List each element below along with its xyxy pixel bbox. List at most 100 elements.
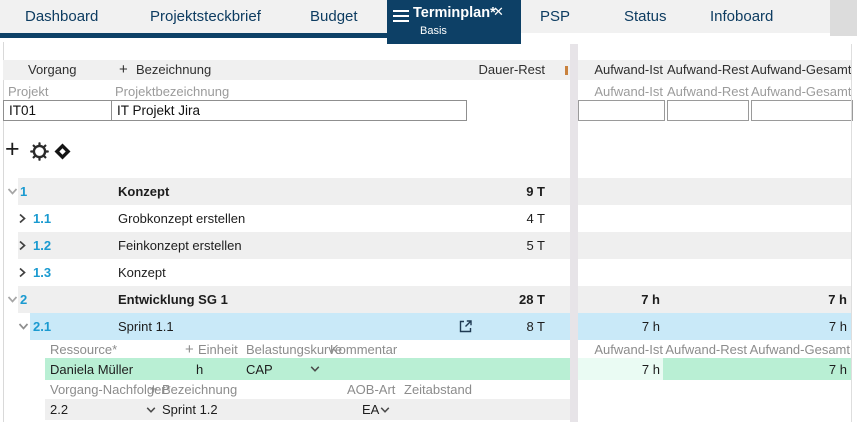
row-number: 1.1 bbox=[33, 211, 52, 226]
successor-row[interactable]: 2.2 Sprint 1.2 EA bbox=[0, 399, 857, 420]
table-row[interactable]: 1.1 Grobkonzept erstellen 4 T bbox=[0, 205, 857, 232]
add-row-button[interactable]: + bbox=[5, 135, 20, 163]
active-tab-sublabel: Basis bbox=[420, 25, 447, 37]
aufwand-ist-input[interactable] bbox=[579, 101, 664, 120]
nachfolger-col-label: Vorgang-Nachfolger* bbox=[50, 381, 171, 397]
table-row[interactable]: 1 Konzept 9 T bbox=[0, 178, 857, 205]
chevron-right-icon[interactable] bbox=[18, 205, 27, 232]
einheit-col-label: Einheit bbox=[198, 341, 238, 357]
chevron-down-icon[interactable] bbox=[7, 286, 18, 313]
resource-col-label: Ressource* bbox=[50, 341, 118, 357]
table-row[interactable]: 1.2 Feinkonzept erstellen 5 T bbox=[0, 232, 857, 259]
tab-infoboard[interactable]: Infoboard bbox=[710, 8, 774, 25]
col-header-bezeichnung: Bezeichnung bbox=[136, 62, 212, 77]
chevron-right-icon[interactable] bbox=[18, 232, 27, 259]
tab-psp[interactable]: PSP bbox=[540, 8, 571, 25]
resource-aufwand-ist-cell[interactable]: 7 h bbox=[578, 358, 663, 380]
add-successor-button[interactable]: + bbox=[149, 380, 158, 398]
table-header-right bbox=[578, 60, 851, 80]
project-id-label: Projekt bbox=[8, 84, 49, 99]
resource-name[interactable]: Daniela Müller bbox=[50, 361, 134, 377]
successor-number[interactable]: 2.2 bbox=[50, 402, 69, 417]
resource-belastungskurve-value[interactable]: CAP bbox=[246, 361, 273, 377]
project-input-group bbox=[3, 100, 467, 121]
row-number: 2 bbox=[20, 292, 28, 307]
row-name: Feinkonzept erstellen bbox=[118, 238, 242, 253]
hamburger-menu-icon[interactable] bbox=[393, 10, 409, 22]
aufwand-gesamt-input[interactable] bbox=[752, 101, 852, 120]
row-name: Grobkonzept erstellen bbox=[118, 211, 246, 226]
row-name: Entwicklung SG 1 bbox=[118, 292, 228, 307]
resource-aufwand-gesamt-value: 7 h bbox=[828, 361, 847, 377]
tab-projektsteckbrief[interactable]: Projektsteckbrief bbox=[150, 8, 261, 25]
zeitabstand-col-label: Zeitabstand bbox=[404, 381, 472, 397]
left-border-line bbox=[3, 42, 4, 422]
aob-art-value[interactable]: EA bbox=[362, 402, 380, 417]
successor-dropdown-icon[interactable] bbox=[146, 399, 156, 420]
belastungskurve-dropdown-icon[interactable] bbox=[310, 358, 320, 380]
tab-terminplan-active[interactable]: Terminplan* ✕ Basis bbox=[387, 0, 521, 44]
settings-gear-icon[interactable] bbox=[30, 142, 49, 161]
chevron-down-icon[interactable] bbox=[7, 178, 18, 205]
tab-budget[interactable]: Budget bbox=[310, 8, 358, 25]
row-duration: 8 T bbox=[526, 319, 545, 334]
successor-header-row: Vorgang-Nachfolger* + Bezeichnung AOB-Ar… bbox=[0, 380, 857, 398]
project-id-input[interactable] bbox=[4, 101, 110, 120]
row-number: 1 bbox=[20, 184, 28, 199]
open-external-icon[interactable] bbox=[457, 313, 474, 340]
row-duration: 9 T bbox=[526, 184, 545, 199]
section-divider[interactable] bbox=[570, 44, 578, 422]
project-aufwand-ist-label: Aufwand-Ist bbox=[594, 84, 663, 99]
project-name-label: Projektbezeichnung bbox=[115, 84, 230, 99]
row-aufwand-gesamt: 7 h bbox=[828, 319, 847, 334]
bezeichnung-col-label: Bezeichnung bbox=[162, 381, 238, 397]
aufwand-rest-input-box bbox=[667, 100, 749, 121]
aufwand-rest-col-label: Aufwand-Rest bbox=[665, 341, 747, 357]
row-number: 1.2 bbox=[33, 238, 52, 253]
project-name-input[interactable] bbox=[112, 101, 464, 120]
row-duration: 5 T bbox=[526, 238, 545, 253]
scrollbar-track-line[interactable] bbox=[851, 44, 852, 422]
add-resource-button[interactable]: + bbox=[185, 340, 194, 358]
tab-dashboard[interactable]: Dashboard bbox=[25, 8, 99, 25]
row-aufwand-ist: 7 h bbox=[641, 319, 660, 334]
row-duration: 28 T bbox=[518, 292, 545, 307]
row-number: 1.3 bbox=[33, 265, 52, 280]
successor-row-bg bbox=[45, 399, 571, 420]
row-aufwand-gesamt: 7 h bbox=[828, 292, 847, 307]
close-tab-icon[interactable]: ✕ bbox=[493, 4, 504, 19]
table-header-left bbox=[3, 60, 570, 80]
aufwand-gesamt-input-box bbox=[751, 100, 853, 121]
aufwand-ist-input-box bbox=[578, 100, 665, 121]
col-header-aufwand-gesamt: Aufwand-Gesamt bbox=[751, 62, 852, 77]
row-aufwand-ist: 7 h bbox=[641, 292, 660, 307]
active-tab-label: Terminplan* bbox=[413, 5, 496, 21]
kommentar-col-label: Kommentar bbox=[330, 341, 398, 357]
col-header-aufwand-rest: Aufwand-Rest bbox=[667, 62, 749, 77]
table-row-selected[interactable]: 2.1 Sprint 1.1 8 T 7 h 7 h bbox=[0, 313, 857, 340]
col-header-dauer-rest: Dauer-Rest bbox=[478, 62, 545, 77]
resource-aufwand-ist-value: 7 h bbox=[641, 361, 660, 377]
belastungskurve-col-label: Belastungskurve bbox=[246, 341, 343, 357]
table-row[interactable]: 1.3 Konzept bbox=[0, 259, 857, 286]
resource-row-bg bbox=[45, 358, 851, 380]
chevron-down-icon[interactable] bbox=[18, 313, 29, 340]
add-column-button[interactable]: + bbox=[119, 61, 128, 78]
resource-einheit[interactable]: h bbox=[196, 361, 204, 377]
column-marker bbox=[565, 66, 568, 75]
aob-art-col-label: AOB-Art bbox=[347, 381, 396, 397]
chevron-right-icon[interactable] bbox=[18, 259, 27, 286]
table-row[interactable]: 2 Entwicklung SG 1 28 T 7 h 7 h bbox=[0, 286, 857, 313]
resource-row[interactable]: 7 h Daniela Müller h CAP 7 h bbox=[0, 358, 857, 380]
project-aufwand-gesamt-label: Aufwand-Gesamt bbox=[751, 84, 852, 99]
aufwand-rest-input[interactable] bbox=[668, 101, 748, 120]
input-split-line bbox=[111, 101, 112, 120]
row-number: 2.1 bbox=[33, 319, 52, 334]
aob-art-dropdown-icon[interactable] bbox=[380, 399, 390, 420]
project-aufwand-rest-label: Aufwand-Rest bbox=[667, 84, 749, 99]
tabbar-underline bbox=[0, 33, 521, 38]
resource-header-row: Ressource* + Einheit Belastungskurve Kom… bbox=[0, 340, 857, 358]
tab-status[interactable]: Status bbox=[624, 8, 667, 25]
milestone-diamond-icon[interactable] bbox=[54, 143, 71, 160]
